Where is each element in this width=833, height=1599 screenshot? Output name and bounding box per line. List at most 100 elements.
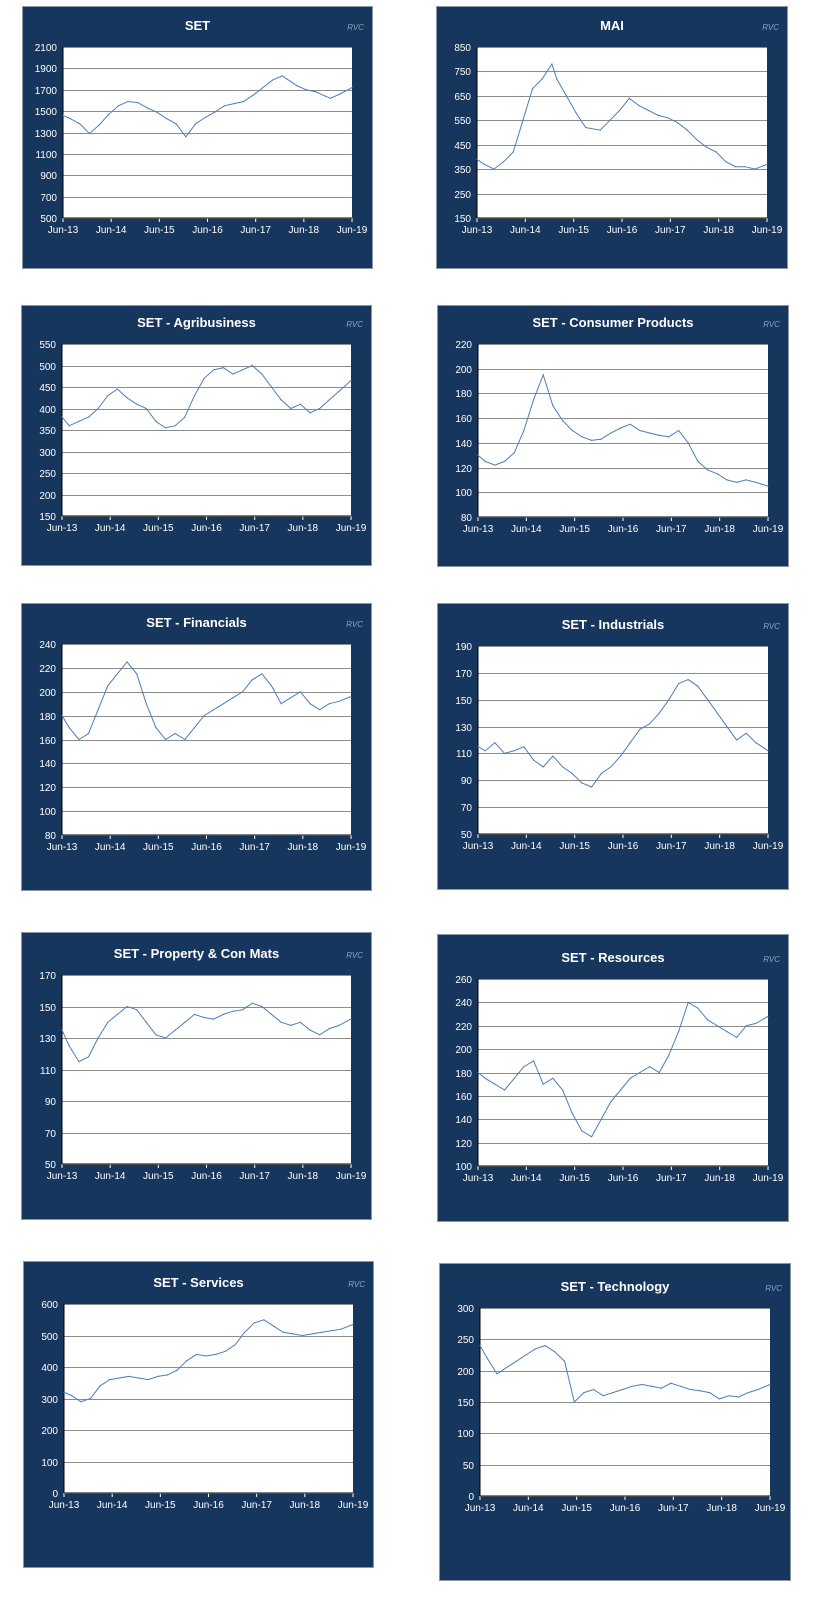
data-point — [299, 691, 301, 693]
x-tick-label: Jun-17 — [239, 1171, 270, 1182]
data-point — [541, 78, 543, 80]
data-point — [697, 1007, 699, 1009]
y-tick-label: 1500 — [35, 107, 58, 118]
data-point — [581, 1130, 583, 1132]
data-point — [562, 766, 564, 768]
data-point — [107, 395, 109, 397]
data-point — [755, 481, 757, 483]
data-point — [532, 87, 534, 90]
data-point — [658, 712, 660, 714]
data-point — [251, 364, 253, 367]
data-point — [715, 151, 717, 153]
data-point — [612, 1392, 614, 1394]
data-point — [305, 89, 307, 91]
chart-svg: SET - Services RVC 0 100 200 300 400 500 600 Jun-… — [41, 1275, 369, 1511]
y-tick-label: 500 — [39, 362, 56, 373]
data-point — [747, 1392, 749, 1394]
x-tick-label: Jun-17 — [656, 524, 687, 535]
data-point — [261, 373, 263, 375]
data-point — [340, 1328, 342, 1330]
y-tick-label: 250 — [457, 1335, 474, 1346]
y-tick-label: 190 — [455, 642, 472, 653]
data-point — [504, 460, 506, 462]
data-point — [484, 1077, 486, 1079]
chart-title: SET - Agribusiness — [137, 315, 256, 330]
data-point — [315, 91, 317, 93]
data-point — [242, 369, 244, 371]
data-point — [253, 1322, 255, 1324]
x-tick-label: Jun-18 — [703, 225, 734, 236]
data-point — [707, 1019, 709, 1021]
y-tick-label: 200 — [39, 491, 56, 502]
y-tick-label: 300 — [39, 448, 56, 459]
y-tick-label: 100 — [455, 488, 472, 499]
data-point — [263, 1319, 265, 1321]
data-point — [716, 1025, 718, 1027]
x-tick-label: Jun-19 — [753, 1173, 784, 1184]
data-point — [350, 695, 352, 698]
y-tick-label: 500 — [41, 1332, 58, 1343]
x-tick-label: Jun-15 — [559, 841, 590, 852]
data-point — [629, 742, 631, 744]
y-tick-label: 70 — [461, 803, 473, 814]
x-tick-label: Jun-14 — [511, 524, 542, 535]
data-point — [215, 1353, 217, 1355]
data-point — [338, 390, 340, 392]
x-tick-label: Jun-13 — [465, 1503, 496, 1514]
data-point — [321, 1331, 323, 1333]
y-tick-label: 240 — [39, 640, 56, 651]
data-point — [515, 1360, 517, 1362]
y-tick-label: 220 — [39, 664, 56, 675]
y-tick-label: 550 — [39, 340, 56, 351]
x-tick-label: Jun-13 — [463, 841, 494, 852]
data-point — [126, 661, 128, 663]
chart-panel: SET - Industrials RVC 50 70 90 110 130 150 170 19… — [437, 603, 789, 890]
y-tick-label: 170 — [39, 971, 56, 982]
data-point — [281, 75, 283, 77]
data-point — [193, 727, 196, 729]
y-tick-label: 200 — [455, 1045, 472, 1056]
plot-area — [62, 644, 351, 835]
data-point — [571, 1112, 573, 1114]
data-point — [562, 1089, 564, 1091]
data-point — [165, 427, 167, 429]
x-tick-label: Jun-19 — [338, 1500, 369, 1511]
data-point — [649, 1066, 651, 1068]
chart-title: SET - Services — [153, 1275, 243, 1290]
data-point — [755, 1022, 757, 1024]
data-point — [678, 683, 680, 685]
plot-area — [64, 1304, 353, 1493]
data-point — [638, 105, 640, 107]
data-point — [296, 84, 298, 87]
data-point — [533, 1060, 535, 1062]
data-point — [726, 1031, 728, 1033]
data-point — [687, 679, 689, 681]
x-tick-label: Jun-16 — [610, 1503, 641, 1514]
y-tick-label: 1900 — [35, 64, 58, 75]
y-tick-label: 220 — [455, 1022, 472, 1033]
data-point — [157, 1375, 159, 1377]
x-tick-label: Jun-19 — [337, 225, 368, 236]
y-tick-label: 80 — [461, 513, 473, 524]
x-tick-label: Jun-13 — [463, 524, 494, 535]
y-tick-label: 850 — [454, 43, 471, 54]
chart-panel: SET RVC 500 700 900 1100 1300 1500 1700 1900 2100 J… — [22, 6, 373, 269]
chart-svg: SET RVC 500 700 900 1100 1300 1500 1700 1900 2100 J… — [35, 18, 368, 236]
data-point — [80, 1401, 82, 1403]
data-point — [767, 1015, 769, 1017]
x-tick-label: Jun-14 — [95, 523, 126, 534]
x-tick-label: Jun-16 — [607, 225, 638, 236]
data-point — [116, 1013, 118, 1015]
data-point — [251, 1002, 253, 1004]
y-tick-label: 240 — [455, 998, 472, 1009]
data-point — [755, 742, 757, 744]
data-point — [610, 432, 612, 434]
y-tick-label: 350 — [39, 426, 56, 437]
chart-panel: SET - Consumer Products RVC 80 100 120 140 160… — [437, 305, 789, 567]
data-point — [552, 755, 554, 757]
y-tick-label: 160 — [455, 1092, 472, 1103]
y-tick-label: 130 — [39, 1034, 56, 1045]
chart-svg: SET - Technology RVC 0 50 100 150 200 250 300 Jun… — [457, 1279, 785, 1514]
data-point — [280, 1021, 282, 1023]
data-point — [301, 1334, 303, 1337]
